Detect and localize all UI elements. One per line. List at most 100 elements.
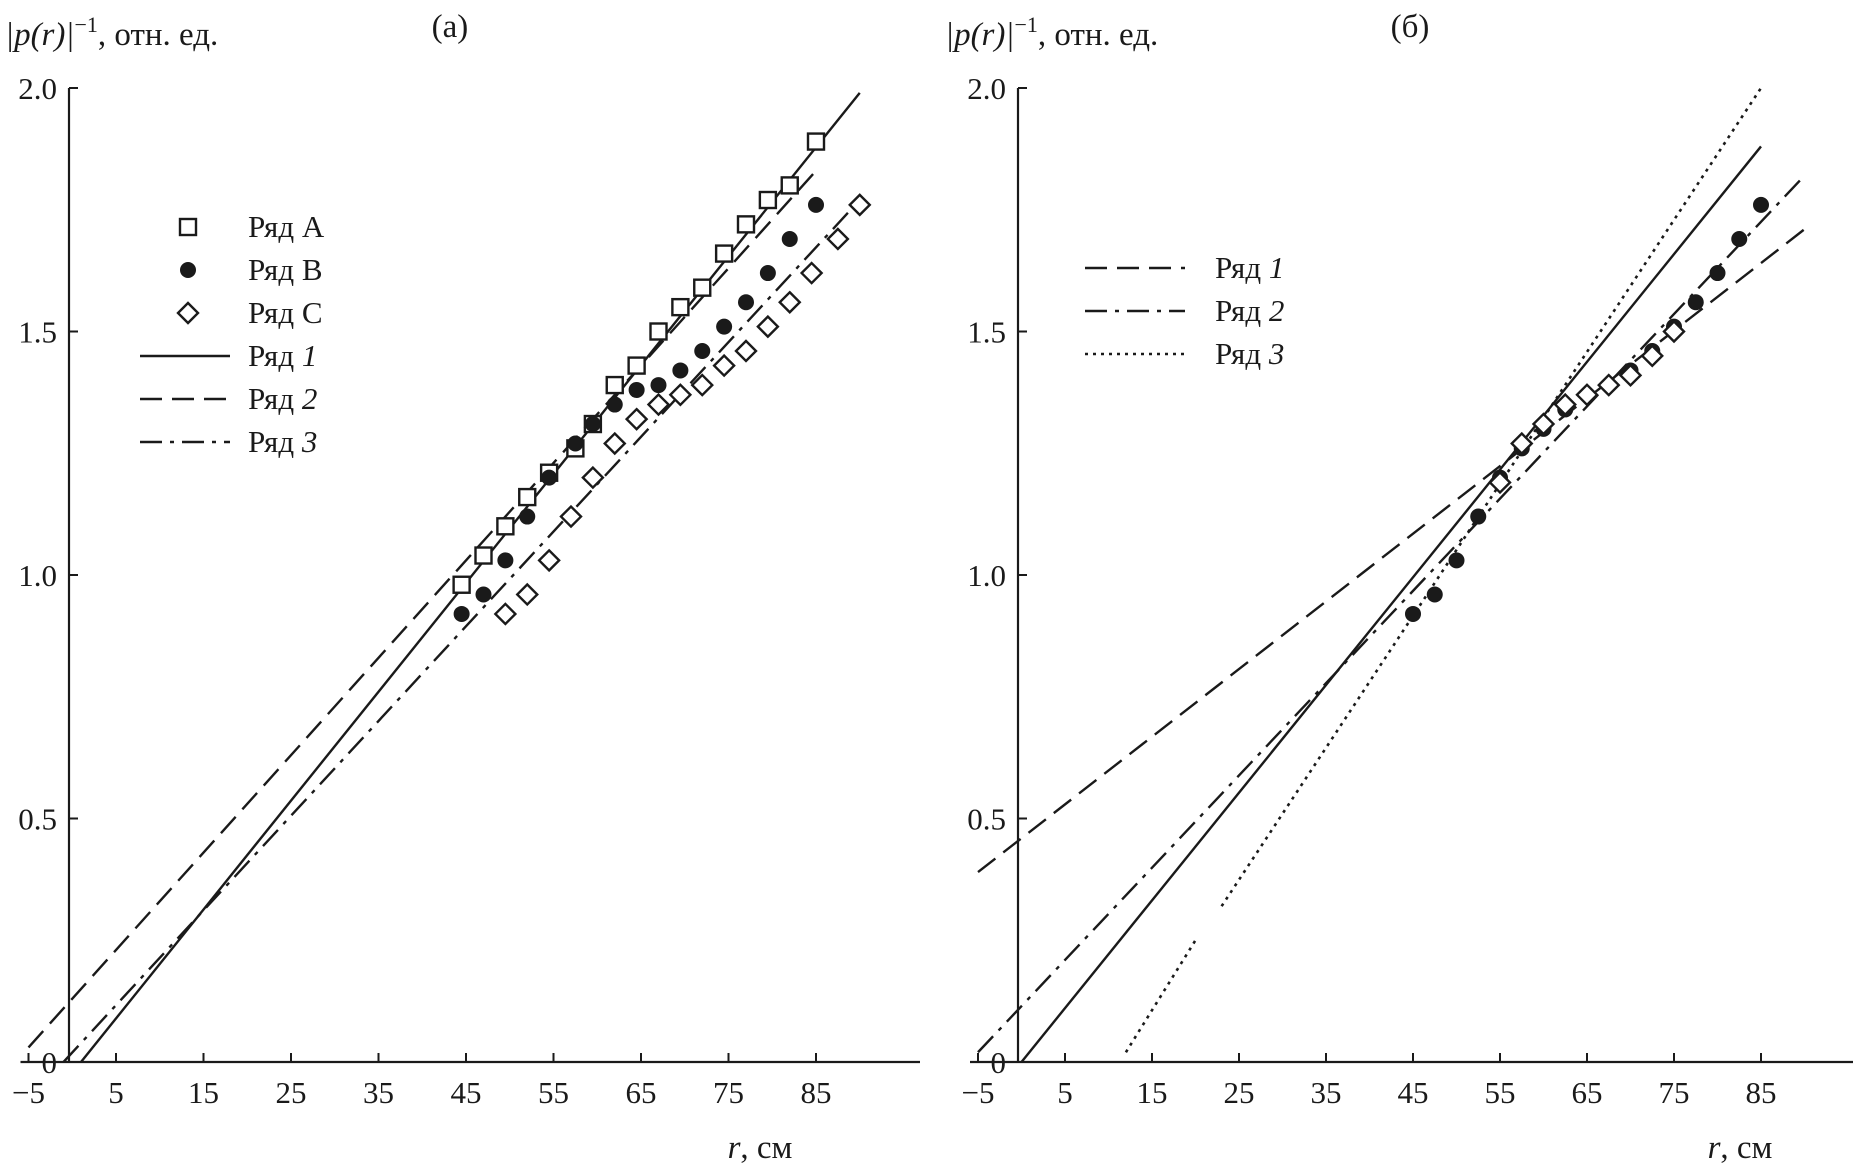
y-tick-label: 1.0	[967, 558, 1006, 593]
data-point-square	[474, 546, 493, 565]
data-point-dot	[1426, 586, 1443, 603]
data-point-diamond	[603, 431, 627, 456]
data-point-dot	[808, 196, 824, 213]
data-point-diamond	[734, 339, 758, 363]
x-tick-label: 45	[1398, 1075, 1429, 1110]
data-point-square	[758, 190, 778, 210]
legend-label: Ряд 3	[1215, 336, 1284, 371]
data-point-dot	[738, 294, 754, 311]
data-point-square	[605, 375, 624, 395]
chart-panel-1: 0 0.5 1.0 1.5 2.0 −5 5 15 25 35 45 55 65 75 85 |p(r)|−1…	[5, 9, 920, 1166]
y-tick-label: 1.5	[967, 315, 1006, 350]
series-line-dashdot	[977, 174, 1806, 1054]
series-line-dashdot	[62, 199, 861, 1063]
data-point-diamond	[668, 383, 693, 407]
data-point-square	[736, 215, 756, 234]
data-point-diamond	[493, 602, 518, 626]
data-point-square	[693, 278, 712, 297]
y-tick-label: 1.0	[18, 558, 57, 593]
x-tick-label: 65	[626, 1075, 657, 1110]
data-point-square	[627, 356, 646, 375]
series-line-dotted	[1220, 87, 1763, 907]
data-point-diamond	[1662, 319, 1686, 344]
data-point-dot	[672, 362, 689, 379]
data-point-dot	[453, 605, 470, 622]
data-point-dot	[1405, 605, 1421, 622]
x-tick-label: 85	[1746, 1075, 1777, 1110]
legend-label: Ряд B	[248, 252, 323, 287]
data-point-diamond	[1618, 363, 1643, 388]
data-point-square	[671, 297, 690, 317]
x-tick-label: 5	[1057, 1075, 1073, 1110]
data-point-diamond	[646, 392, 671, 417]
data-point-diamond	[1510, 431, 1534, 456]
y-tick-label: 1.5	[18, 315, 57, 350]
data-point-square	[780, 176, 799, 195]
data-point-square	[518, 487, 537, 507]
data-point-square	[806, 132, 826, 151]
x-tick-label: 55	[538, 1075, 569, 1110]
x-tick-label: 15	[1137, 1075, 1168, 1110]
data-point-square	[649, 322, 668, 341]
panel-label: (a)	[432, 9, 469, 45]
data-point-square	[452, 575, 471, 594]
data-point-diamond	[537, 548, 561, 573]
x-tick-label: 5	[108, 1075, 124, 1110]
data-point-diamond	[1597, 373, 1621, 397]
data-point-diamond	[1553, 392, 1577, 417]
data-point-diamond	[1488, 470, 1512, 495]
data-point-dot	[1753, 196, 1769, 213]
series-line-dashed	[27, 169, 817, 1049]
legend-label: Ряд 2	[1215, 293, 1284, 328]
x-tick-label: 85	[801, 1075, 832, 1110]
data-point-dot	[759, 265, 776, 282]
y-tick-label: 0	[991, 1045, 1007, 1080]
data-point-dot	[1687, 294, 1704, 311]
data-point-diamond	[848, 193, 872, 217]
data-point-dot	[781, 230, 798, 247]
x-tick-label: 65	[1572, 1075, 1603, 1110]
x-tick-label: 55	[1485, 1075, 1516, 1110]
series-line-dashed	[977, 228, 1806, 874]
legend-label: Ряд 2	[248, 381, 317, 416]
series-line-solid	[1020, 145, 1762, 1063]
panel-label: (б)	[1391, 9, 1430, 45]
data-point-diamond	[1640, 344, 1664, 368]
y-tick-label: 0.5	[18, 802, 57, 837]
legend-label: Ряд 3	[248, 424, 317, 459]
x-tick-label: 25	[1224, 1075, 1255, 1110]
y-tick-label: 2.0	[967, 71, 1006, 106]
data-point-dot	[716, 318, 733, 335]
x-tick-label: 75	[1659, 1075, 1690, 1110]
data-point-dot	[497, 552, 514, 569]
data-point-diamond	[1531, 412, 1556, 436]
data-point-square	[496, 517, 515, 536]
data-point-dot	[519, 508, 536, 525]
data-point-diamond	[559, 504, 583, 529]
data-point-dot	[628, 381, 645, 398]
x-axis-label: r, см	[1708, 1130, 1773, 1166]
data-point-dot	[650, 377, 667, 394]
data-point-diamond	[799, 261, 824, 285]
data-point-dot	[567, 435, 584, 452]
x-tick-label: −5	[12, 1075, 45, 1110]
y-tick-label: 0	[42, 1045, 58, 1080]
data-point-dot	[606, 396, 623, 413]
x-tick-label: 35	[1311, 1075, 1342, 1110]
data-point-diamond	[756, 314, 780, 339]
legend-marker-dot	[180, 262, 196, 278]
data-point-dot	[694, 342, 711, 359]
data-point-dot	[475, 586, 492, 603]
legend-label: Ряд 1	[248, 338, 317, 373]
legend-marker-square	[178, 217, 198, 237]
data-point-diamond	[826, 227, 850, 251]
data-point-dot	[1470, 508, 1487, 525]
x-tick-label: 35	[363, 1075, 394, 1110]
x-tick-label: 75	[713, 1075, 744, 1110]
x-tick-label: 45	[451, 1075, 482, 1110]
series-line-dotted	[1124, 939, 1197, 1053]
y-tick-label: 2.0	[18, 71, 57, 106]
x-tick-label: 25	[276, 1075, 307, 1110]
legend-label: Ряд C	[248, 295, 323, 330]
